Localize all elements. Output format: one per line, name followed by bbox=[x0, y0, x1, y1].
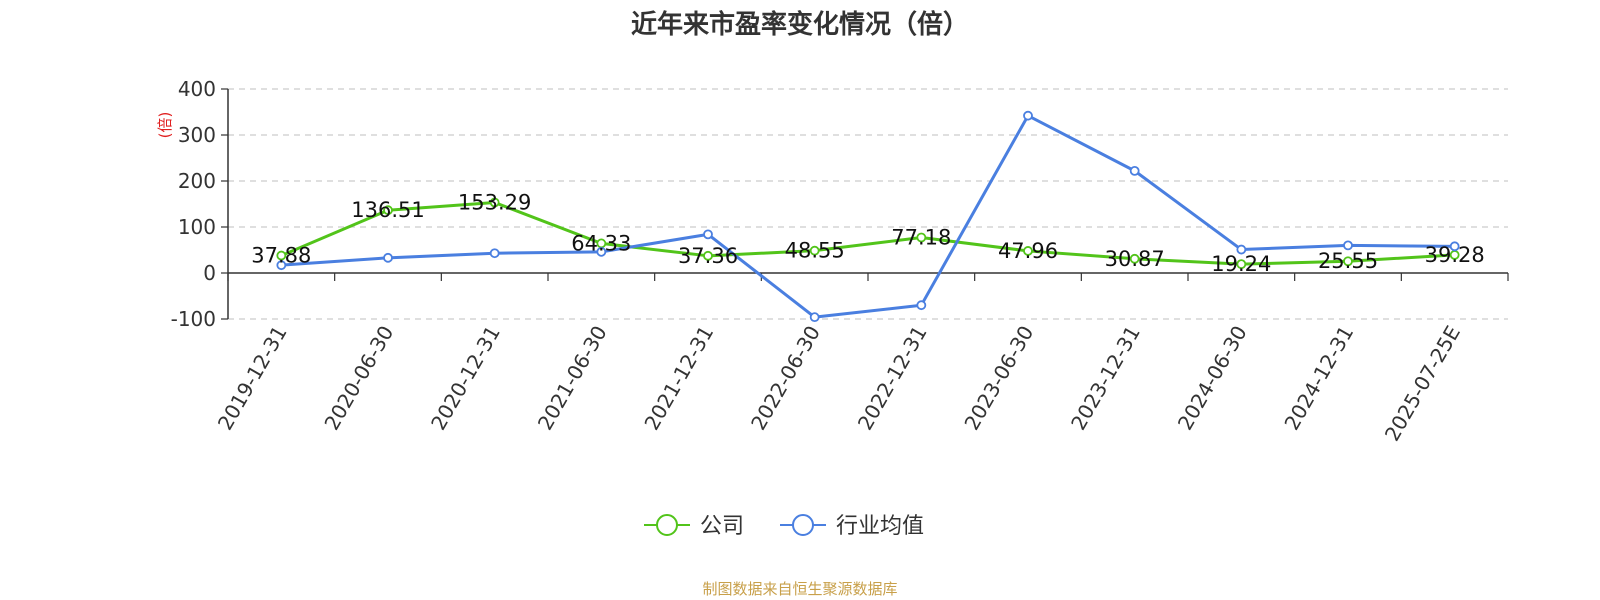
data-label: 136.51 bbox=[351, 198, 424, 222]
source-note: 制图数据来自恒生聚源数据库 bbox=[702, 580, 898, 598]
y-tick-label: 0 bbox=[203, 261, 216, 285]
x-tick-label: 2025-07-25E bbox=[1380, 322, 1465, 446]
legend-marker bbox=[656, 514, 678, 536]
legend-label: 公司 bbox=[700, 514, 744, 539]
legend-label: 行业均值 bbox=[836, 514, 924, 539]
legend-item[interactable]: 行业均值 bbox=[780, 514, 924, 539]
x-tick-label: 2023-06-30 bbox=[959, 322, 1038, 435]
data-point bbox=[489, 197, 500, 208]
y-tick-label: 400 bbox=[178, 77, 216, 101]
data-label: 77.18 bbox=[891, 225, 951, 249]
data-label: 30.87 bbox=[1105, 247, 1165, 271]
data-label: 19.24 bbox=[1211, 252, 1271, 276]
data-label: 37.36 bbox=[678, 244, 738, 268]
data-label: 25.55 bbox=[1318, 249, 1378, 273]
data-point bbox=[809, 312, 820, 323]
data-point bbox=[1023, 246, 1033, 256]
x-tick-label: 2022-06-30 bbox=[746, 322, 825, 435]
data-label: 48.55 bbox=[785, 239, 845, 263]
data-point bbox=[809, 245, 820, 256]
y-axis-unit-label: (倍) bbox=[156, 112, 174, 139]
data-point bbox=[1236, 259, 1247, 270]
y-tick-label: 100 bbox=[178, 215, 216, 239]
y-tick-label: 200 bbox=[178, 169, 216, 193]
data-label: 47.96 bbox=[998, 239, 1058, 263]
x-tick-label: 2020-06-30 bbox=[319, 322, 398, 435]
x-tick-label: 2020-12-31 bbox=[426, 322, 505, 435]
x-tick-label: 2022-12-31 bbox=[853, 322, 932, 435]
data-label: 64.33 bbox=[571, 231, 631, 255]
legend-item[interactable]: 公司 bbox=[644, 514, 744, 539]
data-point bbox=[1129, 165, 1140, 176]
data-labels: 37.88 136.51 153.29 64.33 37.36 48.55 77.18 47.… bbox=[251, 190, 1484, 276]
data-point bbox=[916, 232, 927, 243]
data-point bbox=[1449, 241, 1460, 252]
data-point bbox=[1129, 253, 1140, 264]
data-point bbox=[1023, 110, 1033, 121]
chart-title: 近年来市盈率变化情况（倍） bbox=[630, 10, 969, 40]
data-point bbox=[276, 260, 287, 271]
series-lines bbox=[276, 110, 1460, 323]
data-point bbox=[916, 300, 927, 311]
data-point bbox=[1236, 244, 1247, 255]
series-line bbox=[280, 200, 1455, 266]
y-tick-label: 300 bbox=[178, 123, 216, 147]
legend-marker bbox=[792, 514, 814, 536]
x-tick-label: 2021-06-30 bbox=[533, 322, 612, 435]
y-tick-label: -100 bbox=[171, 307, 216, 331]
legend[interactable]: 公司 行业均值 bbox=[644, 514, 924, 539]
data-label: 39.28 bbox=[1425, 243, 1485, 267]
data-point bbox=[596, 246, 607, 257]
x-tick-label: 2021-12-31 bbox=[639, 322, 718, 435]
x-tick-label: 2024-06-30 bbox=[1173, 322, 1252, 435]
data-label: 37.88 bbox=[251, 244, 311, 268]
data-point bbox=[276, 250, 287, 261]
x-tick-label: 2024-12-31 bbox=[1279, 322, 1358, 435]
series-line bbox=[281, 114, 1455, 319]
data-point bbox=[489, 248, 500, 259]
data-point bbox=[703, 250, 713, 261]
data-point bbox=[1343, 240, 1353, 251]
grid-lines bbox=[228, 88, 1508, 320]
data-point bbox=[1343, 256, 1353, 267]
data-point bbox=[383, 205, 393, 216]
data-point bbox=[383, 252, 393, 263]
x-tick-label: 2019-12-31 bbox=[213, 322, 292, 435]
x-tick-label: 2023-12-31 bbox=[1066, 322, 1145, 435]
data-point bbox=[703, 229, 713, 240]
data-label: 153.29 bbox=[458, 190, 531, 214]
